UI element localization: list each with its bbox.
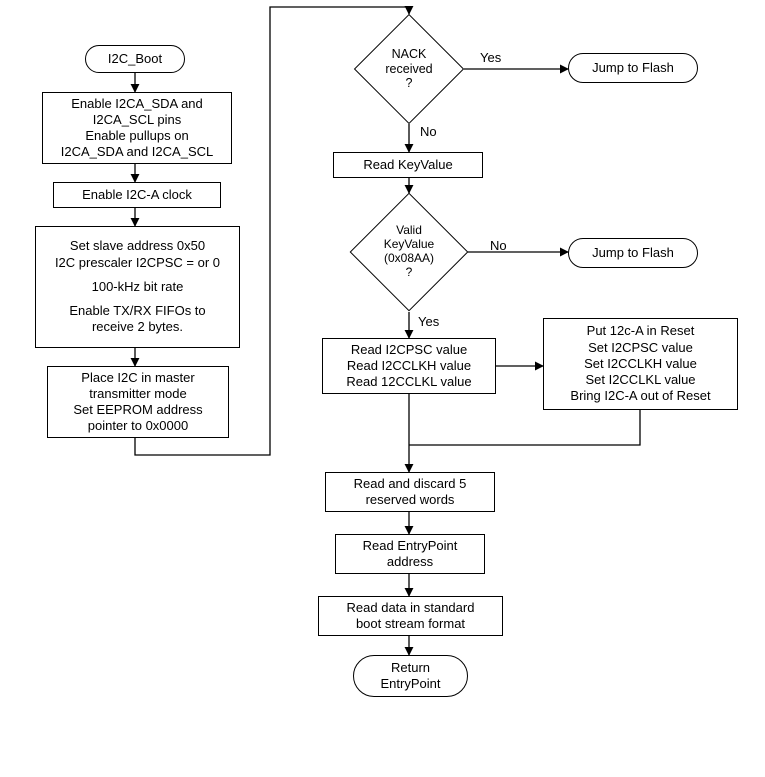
jtf1-label: Jump to Flash: [592, 60, 674, 76]
d2-line1: Valid: [396, 224, 422, 238]
readvals-line1: Read I2CPSC value: [351, 342, 467, 358]
discard-line2: reserved words: [366, 492, 455, 508]
read-data-process: Read data in standard boot stream format: [318, 596, 503, 636]
jtf2-label: Jump to Flash: [592, 245, 674, 261]
enable-pins-process: Enable I2CA_SDA and I2CA_SCL pins Enable…: [42, 92, 232, 164]
enable-clock-process: Enable I2C-A clock: [53, 182, 221, 208]
p3-line3: 100-kHz bit rate: [92, 279, 184, 295]
jump-flash-1: Jump to Flash: [568, 53, 698, 83]
reset-process: Put 12c-A in Reset Set I2CPSC value Set …: [543, 318, 738, 410]
p4-line3: Set EEPROM address: [73, 402, 202, 418]
nack-decision: NACK received ?: [354, 14, 464, 124]
p3-line4: Enable TX/RX FIFOs to: [69, 303, 205, 319]
reset-line3: Set I2CCLKH value: [584, 356, 697, 372]
start-label: I2C_Boot: [108, 51, 162, 67]
d2-line4: ?: [406, 266, 413, 280]
p3-line2: I2C prescaler I2CPSC = or 0: [55, 255, 220, 271]
entry-line1: Read EntryPoint: [363, 538, 458, 554]
d2-line3: (0x08AA): [384, 252, 434, 266]
yes-label-2: Yes: [418, 314, 439, 329]
p3-line1: Set slave address 0x50: [70, 238, 205, 254]
reset-line2: Set I2CPSC value: [588, 340, 693, 356]
set-slave-process: Set slave address 0x50 I2C prescaler I2C…: [35, 226, 240, 348]
d1-line2: received: [385, 62, 432, 76]
d2-line2: KeyValue: [384, 238, 434, 252]
readkey-label: Read KeyValue: [363, 157, 452, 173]
p2-line: Enable I2C-A clock: [82, 187, 192, 203]
ret-line1: Return: [391, 660, 430, 676]
p1-line2: I2CA_SCL pins: [93, 112, 181, 128]
discard-line1: Read and discard 5: [354, 476, 467, 492]
d1-line3: ?: [406, 76, 413, 90]
p4-line1: Place I2C in master: [81, 370, 194, 386]
p3-line5: receive 2 bytes.: [92, 319, 183, 335]
no-label-1: No: [420, 124, 437, 139]
read-keyvalue-process: Read KeyValue: [333, 152, 483, 178]
master-mode-process: Place I2C in master transmitter mode Set…: [47, 366, 229, 438]
read-i2c-values-process: Read I2CPSC value Read I2CCLKH value Rea…: [322, 338, 496, 394]
p1-line1: Enable I2CA_SDA and: [71, 96, 203, 112]
p4-line4: pointer to 0x0000: [88, 418, 188, 434]
valid-key-decision: Valid KeyValue (0x08AA) ?: [350, 193, 469, 312]
reset-line4: Set I2CCLKL value: [585, 372, 695, 388]
readvals-line3: Read 12CCLKL value: [346, 374, 471, 390]
discard-process: Read and discard 5 reserved words: [325, 472, 495, 512]
return-terminal: Return EntryPoint: [353, 655, 468, 697]
reset-line1: Put 12c-A in Reset: [587, 323, 695, 339]
p1-line4: I2CA_SDA and I2CA_SCL: [61, 144, 213, 160]
ret-line2: EntryPoint: [381, 676, 441, 692]
no-label-2: No: [490, 238, 507, 253]
p4-line2: transmitter mode: [89, 386, 187, 402]
readdata-line1: Read data in standard: [347, 600, 475, 616]
readvals-line2: Read I2CCLKH value: [347, 358, 471, 374]
yes-label-1: Yes: [480, 50, 501, 65]
read-entrypoint-process: Read EntryPoint address: [335, 534, 485, 574]
readdata-line2: boot stream format: [356, 616, 465, 632]
reset-line5: Bring I2C-A out of Reset: [570, 388, 710, 404]
d1-line1: NACK: [392, 47, 427, 61]
entry-line2: address: [387, 554, 433, 570]
start-terminal: I2C_Boot: [85, 45, 185, 73]
p1-line3: Enable pullups on: [85, 128, 188, 144]
jump-flash-2: Jump to Flash: [568, 238, 698, 268]
